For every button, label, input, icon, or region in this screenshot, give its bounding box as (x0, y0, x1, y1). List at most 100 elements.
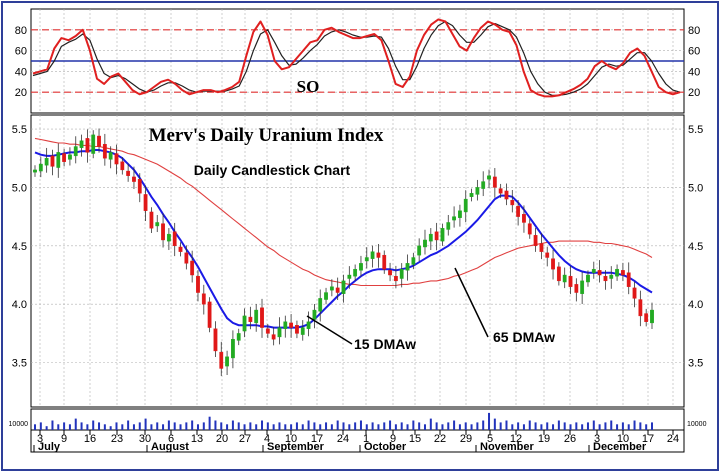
volume-bar (68, 424, 71, 430)
volume-bar (598, 424, 601, 430)
volume-bar (575, 422, 578, 430)
candle-body (434, 231, 439, 241)
volume-bar (132, 424, 135, 430)
candle-body (207, 301, 212, 328)
candle-body (248, 316, 253, 322)
price-y-tick-left: 5.0 (12, 182, 27, 194)
candle-body (620, 270, 625, 276)
volume-bar (325, 422, 328, 430)
volume-bar (517, 422, 520, 430)
price-y-tick-right: 4.0 (688, 299, 703, 311)
candle-body (428, 233, 433, 242)
candle-body (201, 293, 206, 305)
volume-bar (412, 420, 415, 430)
volume-bar (336, 420, 339, 430)
volume-y-tick-left: 10000 (9, 421, 29, 428)
candle-body (50, 155, 55, 167)
date-tick-label: 17 (311, 433, 323, 445)
candle-body (539, 243, 544, 252)
candle-body (300, 327, 305, 335)
date-tick-label: 10 (617, 433, 629, 445)
candle-body (120, 161, 125, 171)
volume-bar (394, 424, 397, 430)
ma15-pointer (306, 315, 353, 345)
candle-body (155, 222, 160, 227)
candle-body (370, 251, 375, 259)
volume-bar (458, 424, 461, 430)
volume-bar (464, 422, 467, 430)
candle-body (393, 275, 398, 282)
volume-bar (313, 422, 316, 430)
candle-body (149, 211, 154, 229)
candle-body (568, 275, 573, 287)
volume-bar (429, 418, 432, 430)
candle-body (469, 193, 474, 197)
candle-body (644, 313, 649, 322)
date-tick-label: 9 (61, 433, 67, 445)
price-y-tick-right: 5.5 (688, 124, 703, 136)
candle-body (388, 270, 392, 276)
volume-bar (167, 420, 170, 430)
candle-body (382, 254, 387, 270)
volume-bar (359, 420, 362, 430)
candle-body (219, 351, 224, 369)
volume-bar (488, 412, 491, 430)
so-y-tick-left: 20 (15, 87, 27, 99)
volume-bar (441, 424, 444, 430)
candle-body (79, 140, 84, 148)
date-tick-label: 15 (409, 433, 421, 445)
ma65-line (34, 137, 653, 287)
volume-bar (208, 416, 211, 430)
candle-body (44, 158, 49, 166)
date-axis-frame (30, 429, 685, 453)
volume-bar (272, 424, 275, 430)
volume-bar (557, 420, 560, 430)
volume-bar (371, 422, 374, 430)
candle-body (283, 321, 288, 329)
candle-body (615, 268, 619, 277)
candle-body (510, 200, 515, 206)
price-y-tick-right: 4.5 (688, 241, 703, 253)
volume-bar (651, 422, 653, 430)
date-tick-label: 10 (285, 433, 297, 445)
candle-body (423, 239, 427, 248)
candle-body (487, 175, 491, 180)
volume-bar (231, 420, 234, 430)
date-tick-label: 5 (487, 433, 493, 445)
volume-bar (348, 424, 351, 430)
volume-bar (109, 426, 112, 430)
volume-bar (476, 422, 479, 430)
date-tick-label: 24 (667, 433, 679, 445)
volume-bar (301, 424, 304, 430)
volume-bar (435, 422, 438, 430)
candle-body (632, 287, 637, 299)
ma65-pointer (454, 267, 489, 338)
candle-body (580, 280, 585, 294)
date-tick-label: 29 (460, 433, 472, 445)
volume-bar (226, 424, 229, 430)
date-tick-label: 26 (564, 433, 576, 445)
volume-bar (92, 420, 95, 430)
price-y-tick-left: 3.5 (12, 358, 27, 370)
volume-bar (319, 424, 322, 430)
volume-bar (63, 422, 66, 430)
candle-body (574, 284, 579, 293)
volume-bar (534, 422, 537, 430)
so-y-tick-left: 40 (15, 66, 27, 78)
volume-bar (243, 424, 246, 430)
volume-bar (616, 424, 619, 430)
volume-bar (121, 424, 124, 430)
volume-bar (34, 424, 36, 430)
candle-body (213, 328, 218, 352)
candle-body (289, 322, 294, 328)
candle-body (364, 257, 369, 262)
ma15-annotation: 15 DMAw (354, 336, 416, 352)
volume-bar (639, 422, 642, 430)
candle-body (609, 274, 614, 279)
month-label: September (267, 441, 325, 453)
candle-body (545, 252, 550, 258)
candle-body (527, 223, 532, 235)
chart-subtitle: Daily Candlestick Chart (194, 162, 351, 178)
month-label: July (38, 441, 61, 453)
